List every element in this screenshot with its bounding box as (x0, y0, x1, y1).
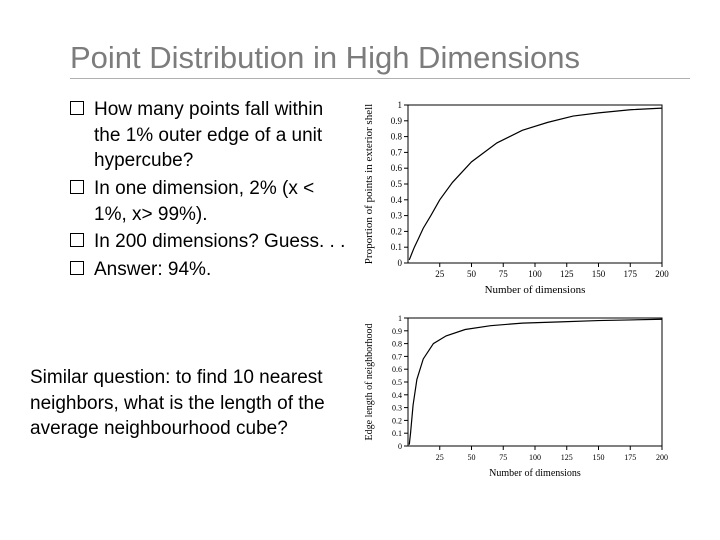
svg-text:0.7: 0.7 (392, 352, 402, 361)
svg-text:0.6: 0.6 (392, 365, 402, 374)
svg-text:75: 75 (499, 453, 507, 462)
bullet-3: In 200 dimensions? Guess. . . (70, 229, 350, 255)
chart1-svg: 00.10.20.30.40.50.60.70.80.9125507510012… (360, 97, 670, 297)
text-column: How many points fall within the 1% outer… (70, 97, 350, 485)
svg-text:175: 175 (624, 269, 638, 279)
bullet-box-icon (70, 180, 84, 194)
bullet-1: How many points fall within the 1% outer… (70, 97, 350, 174)
charts-column: 00.10.20.30.40.50.60.70.80.9125507510012… (360, 97, 690, 485)
svg-text:0.1: 0.1 (391, 242, 402, 252)
svg-text:0.2: 0.2 (391, 226, 402, 236)
svg-text:25: 25 (435, 269, 445, 279)
bullet-text: In one dimension, 2% (x < 1%, x> 99%). (94, 178, 314, 225)
svg-text:100: 100 (528, 269, 542, 279)
bullet-2: In one dimension, 2% (x < 1%, x> 99%). (70, 176, 350, 227)
svg-text:100: 100 (529, 453, 541, 462)
bullet-text: In 200 dimensions? Guess. . . (94, 231, 345, 252)
svg-text:0.3: 0.3 (392, 404, 402, 413)
svg-text:1: 1 (398, 100, 403, 110)
svg-text:0.2: 0.2 (392, 416, 402, 425)
chart2-svg: 00.10.20.30.40.50.60.70.80.9125507510012… (360, 310, 670, 480)
svg-text:25: 25 (436, 453, 444, 462)
svg-text:50: 50 (468, 453, 476, 462)
svg-text:0.1: 0.1 (392, 429, 402, 438)
svg-text:175: 175 (624, 453, 636, 462)
slide: Point Distribution in High Dimensions Ho… (0, 0, 720, 540)
svg-text:Number of dimensions: Number of dimensions (485, 284, 586, 296)
bullet-4: Answer: 94%. (70, 257, 350, 283)
svg-text:50: 50 (467, 269, 477, 279)
svg-text:150: 150 (593, 453, 605, 462)
svg-text:200: 200 (656, 453, 668, 462)
page-title: Point Distribution in High Dimensions (70, 40, 690, 79)
bullet-box-icon (70, 233, 84, 247)
svg-text:0.8: 0.8 (392, 340, 402, 349)
bullet-text: How many points fall within the 1% outer… (94, 99, 323, 171)
svg-text:0.9: 0.9 (392, 327, 402, 336)
svg-text:0.9: 0.9 (391, 116, 403, 126)
bullet-box-icon (70, 261, 84, 275)
svg-text:200: 200 (655, 269, 669, 279)
svg-text:0.3: 0.3 (391, 211, 403, 221)
svg-text:0.5: 0.5 (392, 378, 402, 387)
svg-text:0: 0 (398, 258, 403, 268)
chart-shell-proportion: 00.10.20.30.40.50.60.70.80.9125507510012… (360, 97, 690, 302)
overlay-question: Similar question: to find 10 nearest nei… (30, 365, 370, 442)
svg-text:0.6: 0.6 (391, 163, 403, 173)
svg-text:0.5: 0.5 (391, 179, 403, 189)
bullet-box-icon (70, 101, 84, 115)
svg-text:0.7: 0.7 (391, 147, 403, 157)
svg-text:0: 0 (398, 442, 402, 451)
svg-text:1: 1 (398, 314, 402, 323)
svg-text:0.4: 0.4 (392, 391, 402, 400)
svg-text:Proportion of points in exteri: Proportion of points in exterior shell (363, 104, 375, 264)
svg-text:125: 125 (561, 453, 573, 462)
svg-text:Number of dimensions: Number of dimensions (489, 468, 581, 479)
chart-edge-length: 00.10.20.30.40.50.60.70.80.9125507510012… (360, 310, 690, 485)
bullet-text: Answer: 94%. (94, 259, 211, 280)
svg-text:150: 150 (592, 269, 606, 279)
svg-text:0.8: 0.8 (391, 132, 403, 142)
svg-text:75: 75 (499, 269, 509, 279)
svg-text:0.4: 0.4 (391, 195, 403, 205)
svg-text:125: 125 (560, 269, 574, 279)
content-row: How many points fall within the 1% outer… (70, 97, 690, 485)
